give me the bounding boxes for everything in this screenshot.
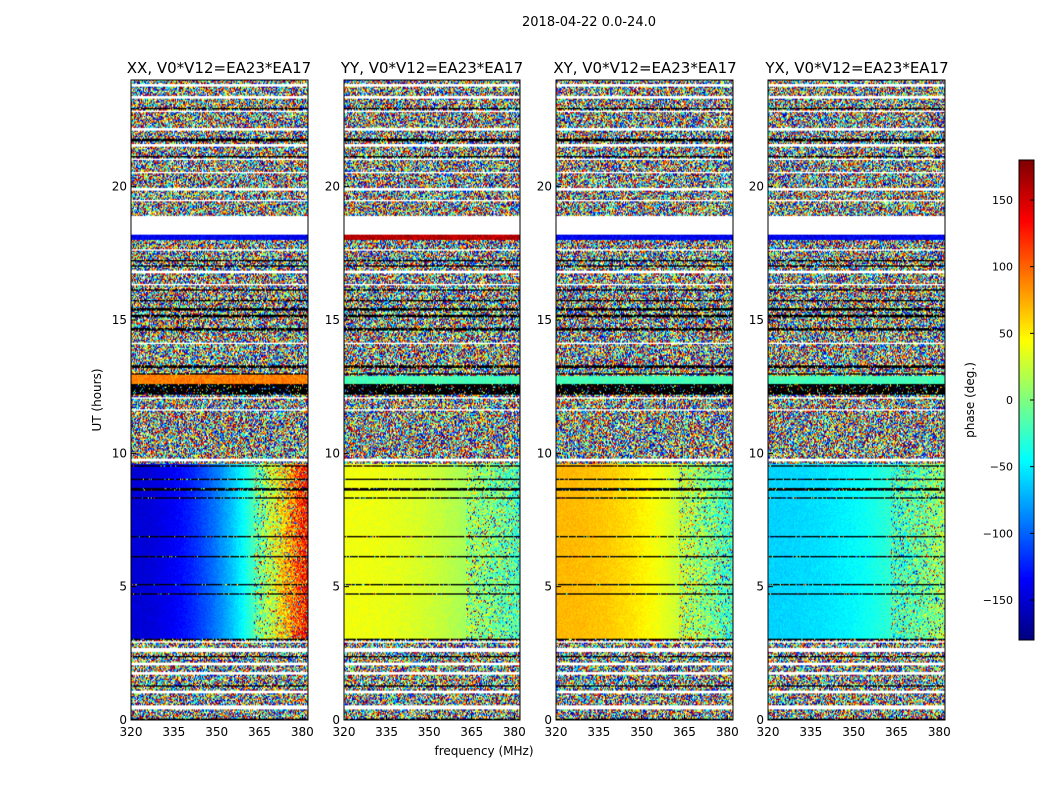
panel-xy-frame	[555, 79, 734, 721]
y-tick-label: 10	[325, 446, 340, 460]
y-tick-label: 0	[756, 713, 764, 727]
panel-xx: XX, V0*V12=EA23*EA17 320 335 350 365 380 0 5 1…	[112, 59, 314, 739]
colorbar-ticks: 150 100 50 0 −50 −100 −150	[983, 194, 1034, 607]
colorbar: 150 100 50 0 −50 −100 −150 phase (deg.)	[963, 159, 1035, 641]
x-tick-label: 380	[928, 725, 951, 739]
y-tick-label: 5	[544, 580, 552, 594]
x-tick-label: 365	[885, 725, 908, 739]
x-tick-label: 380	[503, 725, 526, 739]
y-tick-label: 20	[325, 180, 340, 194]
panel-xx-frame	[130, 79, 309, 721]
x-tick-label: 335	[587, 725, 610, 739]
panel-xy-yticks: 0 5 10 15 20	[537, 180, 561, 727]
x-tick-label: 335	[162, 725, 185, 739]
x-tick-label: 335	[375, 725, 398, 739]
panel-yy-xticks: 320 335 350 365 380	[333, 715, 526, 739]
y-tick-label: 0	[544, 713, 552, 727]
panel-xx-heatmap	[131, 80, 308, 720]
panel-xx-xticks: 320 335 350 365 380	[120, 715, 314, 739]
figure-suptitle: 2018-04-22 0.0-24.0	[522, 15, 656, 30]
colorbar-gradient	[1019, 160, 1034, 640]
y-tick-label: 15	[749, 313, 764, 327]
panel-yy-yticks: 0 5 10 15 20	[325, 180, 349, 727]
y-tick-label: 0	[119, 713, 127, 727]
x-tick-label: 380	[716, 725, 739, 739]
panel-yx-yticks: 0 5 10 15 20	[749, 180, 773, 727]
x-tick-label: 335	[799, 725, 822, 739]
y-tick-label: 5	[119, 580, 127, 594]
colorbar-tick-label: −150	[983, 594, 1013, 607]
y-tick-label: 5	[756, 580, 764, 594]
panel-yx: YX, V0*V12=EA23*EA17 320 335 350 365 380 0 5 1…	[749, 59, 951, 739]
x-tick-label: 350	[630, 725, 653, 739]
x-tick-label: 320	[120, 725, 143, 739]
x-tick-label: 350	[418, 725, 441, 739]
x-tick-label: 365	[460, 725, 483, 739]
colorbar-tick-label: 150	[992, 194, 1013, 207]
panel-xy: XY, V0*V12=EA23*EA17 320 335 350 365 380 0 5 1…	[537, 59, 739, 739]
x-tick-label: 350	[842, 725, 865, 739]
x-tick-label: 380	[291, 725, 314, 739]
x-tick-label: 320	[333, 725, 356, 739]
y-axis-label: UT (hours)	[90, 368, 104, 431]
y-tick-label: 0	[332, 713, 340, 727]
panel-xy-xticks: 320 335 350 365 380	[545, 715, 739, 739]
panel-xx-title: XX, V0*V12=EA23*EA17	[127, 59, 311, 77]
x-tick-label: 320	[757, 725, 780, 739]
panel-yy: YY, V0*V12=EA23*EA17 320 335 350 365 380 0 5 1…	[325, 59, 526, 739]
x-tick-label: 365	[248, 725, 271, 739]
panel-yx-heatmap	[768, 80, 945, 720]
x-axis-label: frequency (MHz)	[434, 744, 533, 758]
panel-yy-title: YY, V0*V12=EA23*EA17	[340, 59, 523, 77]
panel-yx-frame	[767, 79, 946, 721]
y-tick-label: 20	[749, 180, 764, 194]
panel-xy-title: XY, V0*V12=EA23*EA17	[553, 59, 736, 77]
colorbar-tick-label: 50	[999, 327, 1013, 340]
y-tick-label: 15	[112, 313, 127, 327]
panel-xx-yticks: 0 5 10 15 20	[112, 180, 136, 727]
y-tick-label: 15	[537, 313, 552, 327]
x-tick-label: 320	[545, 725, 568, 739]
colorbar-tick-label: 100	[992, 261, 1013, 274]
y-tick-label: 20	[537, 180, 552, 194]
colorbar-tick-label: −100	[983, 527, 1013, 540]
panel-xy-heatmap	[556, 80, 733, 720]
x-tick-label: 365	[673, 725, 696, 739]
y-tick-label: 10	[749, 446, 764, 460]
y-tick-label: 10	[112, 446, 127, 460]
y-tick-label: 5	[332, 580, 340, 594]
x-tick-label: 350	[205, 725, 228, 739]
colorbar-tick-label: −50	[990, 461, 1013, 474]
colorbar-tick-label: 0	[1006, 394, 1013, 407]
y-tick-label: 10	[537, 446, 552, 460]
colorbar-label: phase (deg.)	[963, 362, 977, 438]
panel-yy-heatmap	[344, 80, 520, 720]
panel-yx-xticks: 320 335 350 365 380	[757, 715, 951, 739]
y-tick-label: 15	[325, 313, 340, 327]
y-tick-label: 20	[112, 180, 127, 194]
panel-yy-frame	[343, 79, 521, 721]
panel-yx-title: YX, V0*V12=EA23*EA17	[764, 59, 948, 77]
